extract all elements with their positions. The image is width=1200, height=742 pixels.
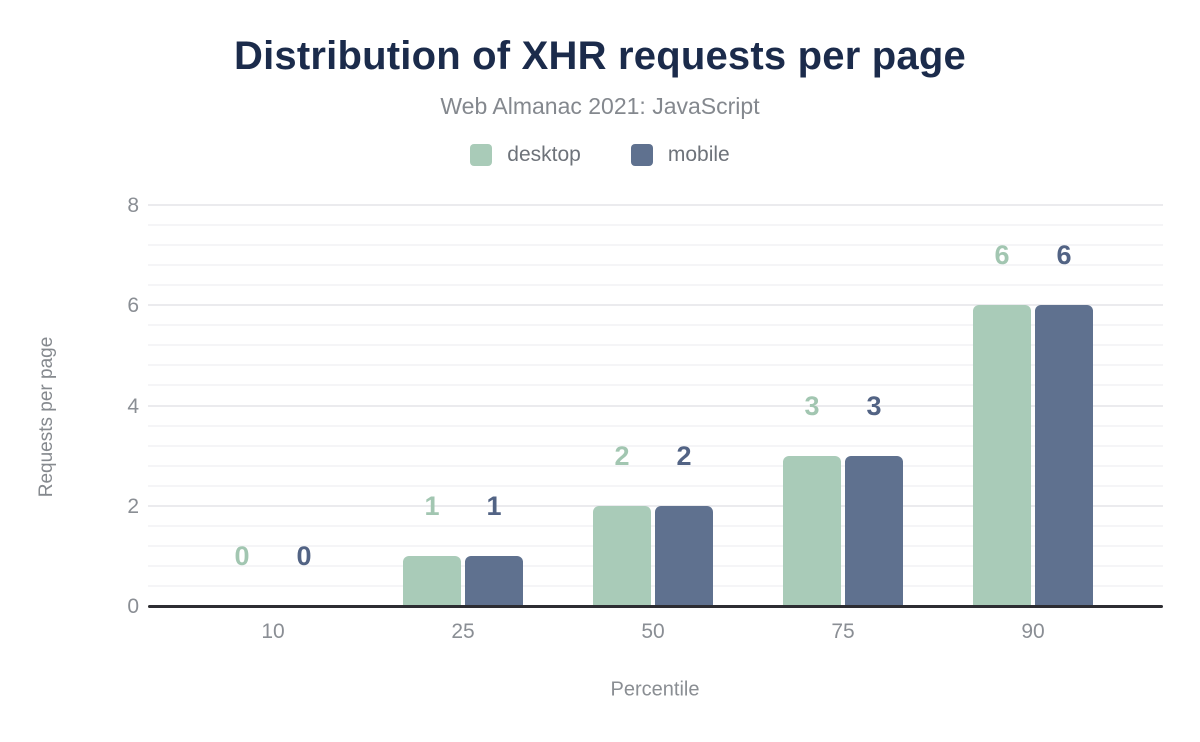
y-tick-label-4: 4 xyxy=(127,394,139,418)
legend-swatch-mobile xyxy=(630,144,653,166)
x-axis-title: Percentile xyxy=(610,678,700,701)
gridline-minor xyxy=(148,364,1163,367)
x-tick-label-25: 25 xyxy=(451,620,475,643)
bar-mobile-p90[interactable] xyxy=(1035,305,1093,606)
gridline-major xyxy=(148,304,1163,307)
gridline-major xyxy=(148,204,1163,206)
bar-mobile-p75[interactable] xyxy=(845,455,903,606)
x-tick-label-75: 75 xyxy=(831,620,855,643)
bar-value-mobile-p10: 0 xyxy=(296,541,312,571)
bar-value-mobile-p50: 2 xyxy=(676,440,692,471)
bar-value-desktop-p90: 6 xyxy=(994,240,1010,271)
gridline-minor xyxy=(148,284,1163,287)
legend-item-mobile: mobile xyxy=(630,143,730,167)
gridline-major xyxy=(148,404,1163,407)
bar-value-desktop-p50: 2 xyxy=(614,440,630,471)
bar-value-desktop-p25: 1 xyxy=(424,490,440,521)
bar-mobile-p25[interactable] xyxy=(465,555,523,606)
bar-desktop-p90[interactable] xyxy=(973,305,1031,606)
legend-item-desktop: desktop xyxy=(470,143,581,167)
gridline-minor xyxy=(148,324,1163,327)
y-tick-label-6: 6 xyxy=(127,294,139,318)
gridline-minor xyxy=(148,464,1163,467)
bar-value-mobile-p75: 3 xyxy=(866,390,882,421)
bar-mobile-p50[interactable] xyxy=(655,505,713,606)
bar-value-desktop-p75: 3 xyxy=(804,390,820,421)
gridline-minor xyxy=(148,444,1163,447)
y-tick-label-8: 8 xyxy=(127,194,139,217)
x-tick-label-50: 50 xyxy=(641,620,665,643)
x-tick-label-90: 90 xyxy=(1021,620,1045,643)
bar-desktop-p25[interactable] xyxy=(403,555,461,606)
y-tick-label-2: 2 xyxy=(127,494,139,518)
gridline-major xyxy=(148,504,1163,507)
bar-value-desktop-p10: 0 xyxy=(234,541,250,571)
bar-value-mobile-p25: 1 xyxy=(486,490,502,521)
bar-value-mobile-p90: 6 xyxy=(1056,240,1072,271)
chart-title: Distribution of XHR requests per page xyxy=(234,34,966,78)
gridline-minor xyxy=(148,484,1163,487)
x-axis-line xyxy=(148,605,1163,608)
legend-swatch-desktop xyxy=(470,144,493,166)
bar-desktop-p50[interactable] xyxy=(593,505,651,606)
y-tick-label-0: 0 xyxy=(127,595,139,618)
x-tick-label-10: 10 xyxy=(261,620,285,643)
gridline-minor xyxy=(148,384,1163,387)
gridline-minor xyxy=(148,424,1163,427)
gridline-minor xyxy=(148,224,1163,227)
gridline-minor xyxy=(148,244,1163,247)
legend: desktop mobile xyxy=(0,143,1200,167)
legend-label-mobile: mobile xyxy=(667,143,730,166)
chart-subtitle: Web Almanac 2021: JavaScript xyxy=(440,93,760,119)
bar-desktop-p75[interactable] xyxy=(783,455,841,606)
legend-label-desktop: desktop xyxy=(507,143,581,166)
gridline-minor xyxy=(148,264,1163,267)
gridline-minor xyxy=(148,344,1163,347)
